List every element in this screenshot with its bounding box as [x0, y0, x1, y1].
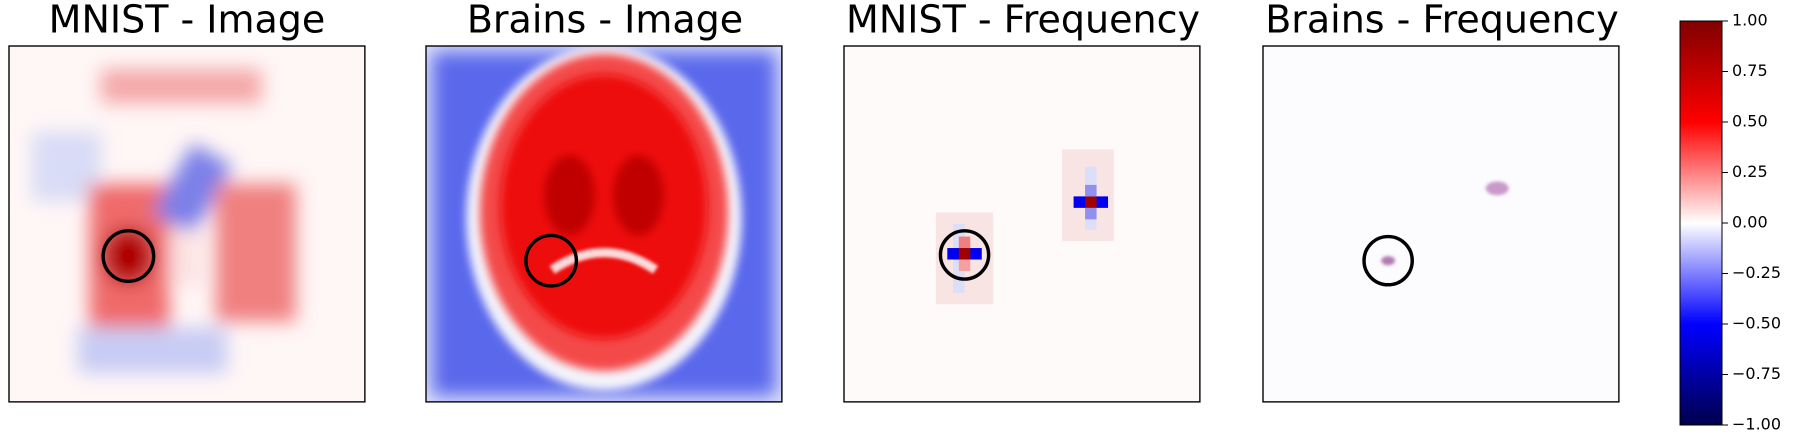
panel-title: Brains - Frequency	[1265, 0, 1619, 42]
panel-title: MNIST - Frequency	[846, 0, 1200, 42]
tick-label: 0.50	[1732, 112, 1768, 131]
tick-label: 1.00	[1732, 11, 1768, 30]
colorbar	[1679, 20, 1723, 426]
panel-title: MNIST - Image	[49, 0, 326, 42]
tick-label: −0.75	[1732, 364, 1781, 383]
heatmap-panel	[8, 45, 366, 403]
tick-label: 0.25	[1732, 162, 1768, 181]
heatmap-panel	[425, 45, 783, 403]
tick-label: −1.00	[1732, 415, 1781, 434]
tick-label: −0.50	[1732, 314, 1781, 333]
tick-label: 0.00	[1732, 213, 1768, 232]
tick-label: −0.25	[1732, 263, 1781, 282]
heatmap-panel	[843, 45, 1201, 403]
tick-label: 0.75	[1732, 61, 1768, 80]
panel-title: Brains - Image	[467, 0, 743, 42]
heatmap-panel	[1262, 45, 1620, 403]
